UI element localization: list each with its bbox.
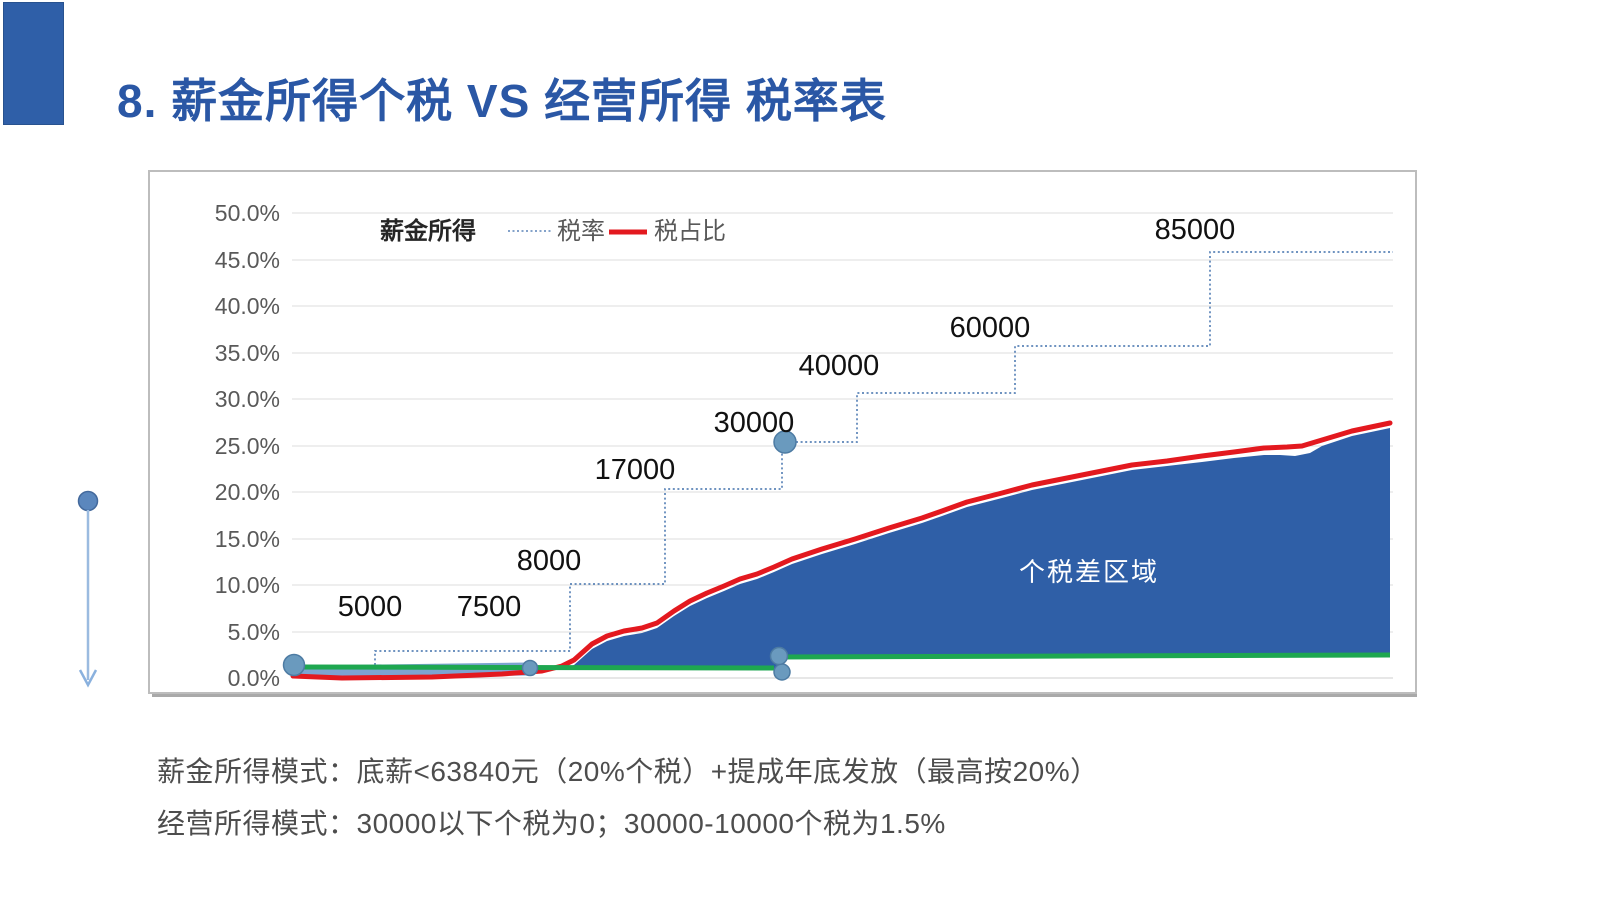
y-tick: 15.0% — [215, 526, 280, 552]
connector-circle-icon — [77, 490, 99, 512]
series-markers — [282, 430, 797, 681]
marker-dot — [521, 659, 539, 677]
legend-rate-label: 税率 — [557, 218, 605, 245]
y-tick: 40.0% — [215, 293, 280, 319]
legend-share-label: 税占比 — [654, 218, 726, 245]
note-business-mode: 经营所得模式：30000以下个税为0；30000-10000个税为1.5% — [157, 808, 946, 839]
legend-series-title: 薪金所得 — [380, 217, 476, 245]
marker-dot — [773, 663, 791, 681]
marker-dot — [769, 646, 789, 666]
down-arrow-icon — [78, 669, 98, 688]
business-tax-line-high — [780, 652, 1391, 660]
chart-frame: 50.0% 45.0% 40.0% 35.0% 30.0% 25.0% 20.0… — [148, 170, 1417, 694]
y-axis-ticks: 50.0% 45.0% 40.0% 35.0% 30.0% 25.0% 20.0… — [215, 200, 280, 691]
y-tick: 10.0% — [215, 572, 280, 598]
label-7500: 7500 — [457, 591, 522, 623]
label-5000: 5000 — [338, 591, 403, 623]
income-threshold-labels: 5000 7500 8000 17000 30000 40000 60000 8… — [338, 214, 1236, 623]
marker-dot — [282, 653, 306, 677]
y-tick: 45.0% — [215, 247, 280, 273]
note-salary-mode: 薪金所得模式：底薪<63840元（20%个税）+提成年底发放（最高按20%） — [157, 756, 1099, 787]
tax-share-line — [290, 420, 1393, 681]
page-title: 8. 薪金所得个税 VS 经营所得 税率表 — [117, 74, 887, 127]
slide-accent-square — [3, 2, 64, 125]
left-connector-decoration — [77, 490, 99, 688]
y-tick: 50.0% — [215, 200, 280, 226]
tax-rate-chart: 50.0% 45.0% 40.0% 35.0% 30.0% 25.0% 20.0… — [215, 200, 1393, 691]
y-tick: 20.0% — [215, 479, 280, 505]
y-tick: 30.0% — [215, 386, 280, 412]
label-8000: 8000 — [517, 545, 582, 577]
y-tick: 35.0% — [215, 340, 280, 366]
label-60000: 60000 — [950, 312, 1031, 344]
label-40000: 40000 — [799, 350, 880, 382]
label-30000: 30000 — [714, 407, 795, 439]
label-85000: 85000 — [1155, 214, 1236, 246]
y-tick: 5.0% — [228, 619, 280, 645]
label-17000: 17000 — [595, 454, 676, 486]
tax-difference-area — [562, 428, 1390, 669]
tax-rate-step-line — [292, 251, 1393, 675]
marker-dot-30000 — [773, 430, 797, 454]
chart-legend: 薪金所得 税率 税占比 — [380, 217, 726, 245]
y-tick: 0.0% — [228, 665, 280, 691]
y-tick: 25.0% — [215, 433, 280, 459]
area-label: 个税差区域 — [1019, 557, 1159, 587]
